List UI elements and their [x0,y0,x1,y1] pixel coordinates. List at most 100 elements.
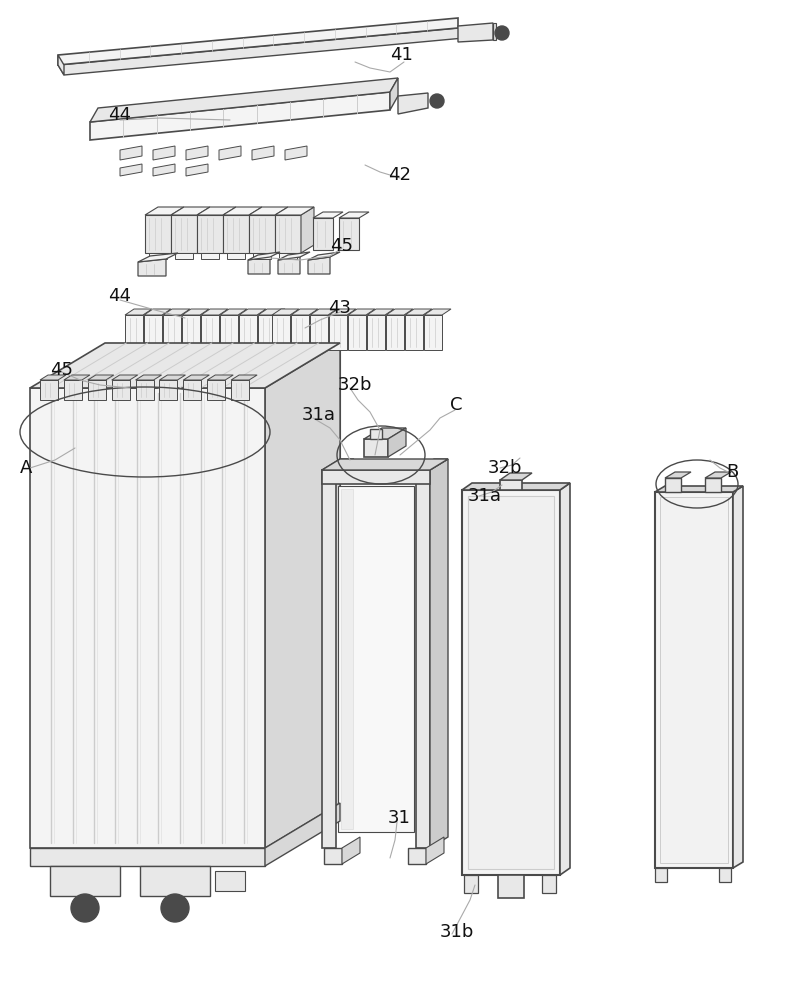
Polygon shape [291,315,309,350]
Text: A: A [20,459,32,477]
Polygon shape [265,343,340,848]
Polygon shape [464,875,478,893]
Text: 42: 42 [388,166,411,184]
Polygon shape [500,480,522,490]
Polygon shape [239,309,266,315]
Polygon shape [149,253,167,259]
Text: 32b: 32b [338,376,373,394]
Polygon shape [655,492,733,868]
Polygon shape [655,868,667,882]
Polygon shape [64,380,82,400]
Polygon shape [339,218,359,250]
Polygon shape [324,848,342,864]
Polygon shape [367,309,394,315]
Circle shape [71,894,99,922]
Text: B: B [726,463,738,481]
Text: 45: 45 [50,361,73,379]
Polygon shape [285,146,307,160]
Polygon shape [163,309,190,315]
Text: 32b: 32b [488,459,523,477]
Polygon shape [175,253,193,259]
Polygon shape [405,315,423,350]
Polygon shape [138,253,178,262]
Polygon shape [272,315,290,350]
Polygon shape [197,207,236,215]
Polygon shape [462,490,560,875]
Polygon shape [719,868,731,882]
Circle shape [161,894,189,922]
Polygon shape [322,459,354,470]
Polygon shape [310,309,337,315]
Polygon shape [542,875,556,893]
Polygon shape [386,309,413,315]
Polygon shape [58,28,464,75]
Polygon shape [458,23,493,42]
Polygon shape [310,315,328,350]
Polygon shape [416,470,430,848]
Polygon shape [665,478,681,492]
Polygon shape [223,215,249,253]
Polygon shape [291,309,318,315]
Polygon shape [125,315,143,350]
Polygon shape [329,309,356,315]
Polygon shape [338,486,414,832]
Polygon shape [341,489,353,829]
Polygon shape [665,472,691,478]
Text: 31: 31 [388,809,411,827]
Text: 31a: 31a [468,487,502,505]
Polygon shape [160,375,185,380]
Polygon shape [135,375,162,380]
Polygon shape [370,429,382,439]
Polygon shape [30,388,265,848]
Polygon shape [278,252,310,260]
Polygon shape [733,486,743,868]
Polygon shape [313,212,343,218]
Polygon shape [186,146,208,160]
Polygon shape [145,207,184,215]
Polygon shape [462,483,570,490]
Polygon shape [201,253,219,259]
Polygon shape [339,212,369,218]
Polygon shape [313,218,333,250]
Polygon shape [348,309,375,315]
Polygon shape [201,309,228,315]
Polygon shape [105,343,340,803]
Polygon shape [138,259,166,276]
Polygon shape [153,146,175,160]
Polygon shape [275,207,314,215]
Text: 41: 41 [390,46,413,64]
Polygon shape [426,837,444,864]
Polygon shape [500,473,532,480]
Polygon shape [405,309,432,315]
Polygon shape [322,470,430,484]
Polygon shape [220,315,238,350]
Circle shape [430,94,444,108]
Polygon shape [171,215,197,253]
Polygon shape [386,315,404,350]
Polygon shape [153,164,175,176]
Polygon shape [220,309,247,315]
Polygon shape [171,207,210,215]
Polygon shape [163,315,181,350]
Polygon shape [88,375,114,380]
Polygon shape [227,253,245,259]
Polygon shape [215,871,245,891]
Polygon shape [186,164,208,176]
Polygon shape [424,315,442,350]
Circle shape [167,900,183,916]
Polygon shape [322,470,336,848]
Polygon shape [329,315,347,350]
Polygon shape [348,315,366,350]
Polygon shape [416,459,448,470]
Polygon shape [364,439,388,457]
Polygon shape [90,92,390,140]
Polygon shape [120,146,142,160]
Polygon shape [498,875,524,898]
Polygon shape [231,380,249,400]
Circle shape [495,26,509,40]
Polygon shape [342,837,360,864]
Polygon shape [183,375,209,380]
Polygon shape [364,428,406,439]
Polygon shape [223,207,262,215]
Polygon shape [125,309,152,315]
